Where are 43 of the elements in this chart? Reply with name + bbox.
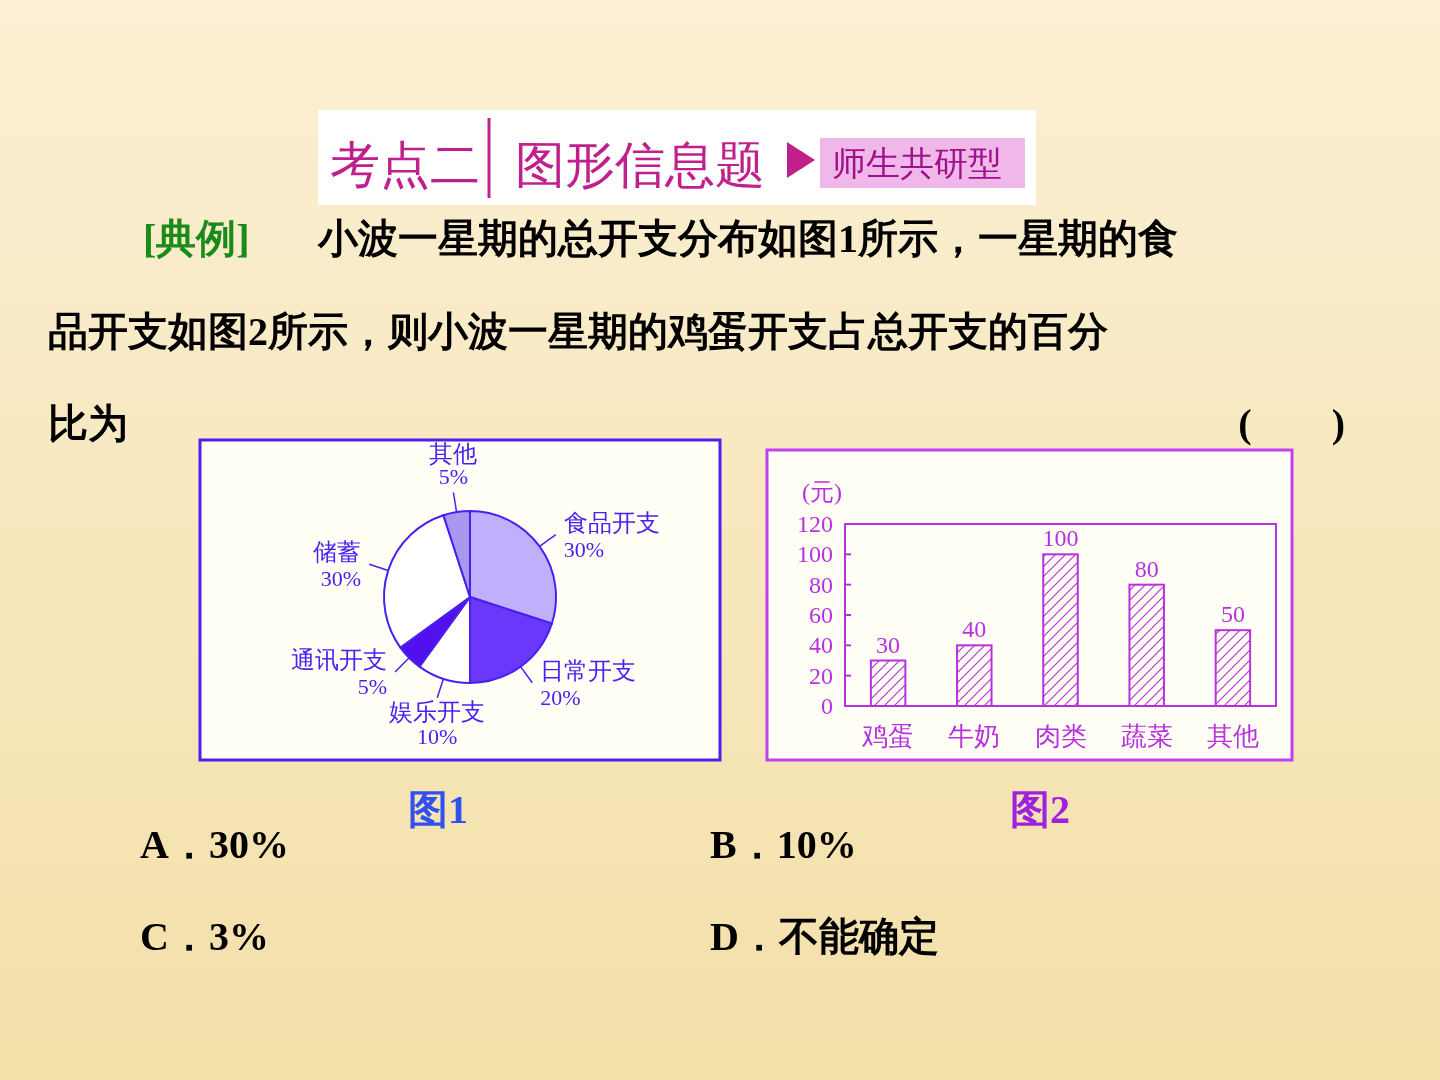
data-label: 30% bbox=[563, 536, 605, 562]
y-tick-label: 80 bbox=[809, 571, 833, 598]
y-tick-label: 0 bbox=[821, 693, 833, 719]
y-tick-label: 60 bbox=[809, 602, 833, 628]
data-label: 40 bbox=[962, 616, 987, 643]
y-axis-title: (元) bbox=[802, 479, 842, 505]
text: 师生共研型 bbox=[832, 145, 1002, 182]
x-tick-label: 其他 bbox=[1206, 722, 1259, 751]
text: 品开支如图2所示，则小波一星期的鸡蛋开支占总开支的百分 bbox=[48, 309, 1108, 354]
y-tick-label: 120 bbox=[797, 511, 833, 537]
text: 小波一星期的总开支分布如图1所示，一星期的食 bbox=[317, 216, 1178, 261]
text: C．3% bbox=[140, 914, 269, 959]
x-tick-label: 鸡蛋 bbox=[861, 722, 915, 751]
slice-label: 其他 bbox=[429, 441, 478, 468]
text: ( ) bbox=[1238, 401, 1345, 446]
data-label: 30 bbox=[876, 631, 901, 658]
data-label: 30% bbox=[320, 566, 362, 592]
data-label: 100 bbox=[1042, 525, 1079, 552]
data-label: 20% bbox=[540, 684, 581, 710]
data-label: 5% bbox=[357, 673, 388, 699]
y-tick-label: 100 bbox=[797, 541, 833, 568]
text: B．10% bbox=[710, 822, 857, 867]
x-tick-label: 牛奶 bbox=[948, 722, 1001, 751]
x-tick-label: 蔬菜 bbox=[1120, 722, 1173, 751]
text: D．不能确定 bbox=[710, 914, 939, 959]
text: 图1 bbox=[408, 787, 468, 832]
slice-label: 娱乐开支 bbox=[389, 698, 486, 725]
text: 图2 bbox=[1010, 787, 1070, 832]
slice-label: 储蓄 bbox=[313, 539, 362, 566]
data-label: 80 bbox=[1134, 555, 1159, 582]
y-tick-label: 40 bbox=[809, 632, 833, 659]
text: A．30% bbox=[140, 822, 289, 867]
text: 考点二 bbox=[330, 137, 480, 193]
x-tick-label: 肉类 bbox=[1034, 722, 1087, 751]
text: 比为 bbox=[48, 401, 128, 446]
data-label: 50 bbox=[1220, 601, 1245, 628]
y-tick-label: 20 bbox=[809, 662, 833, 689]
text: 图形信息题 bbox=[515, 137, 765, 193]
text: [典例] bbox=[143, 216, 250, 261]
slice-label: 通讯开支 bbox=[291, 646, 388, 673]
data-label: 10% bbox=[417, 723, 458, 749]
slice-label: 食品开支 bbox=[563, 509, 660, 536]
slice-label: 日常开支 bbox=[540, 657, 637, 684]
